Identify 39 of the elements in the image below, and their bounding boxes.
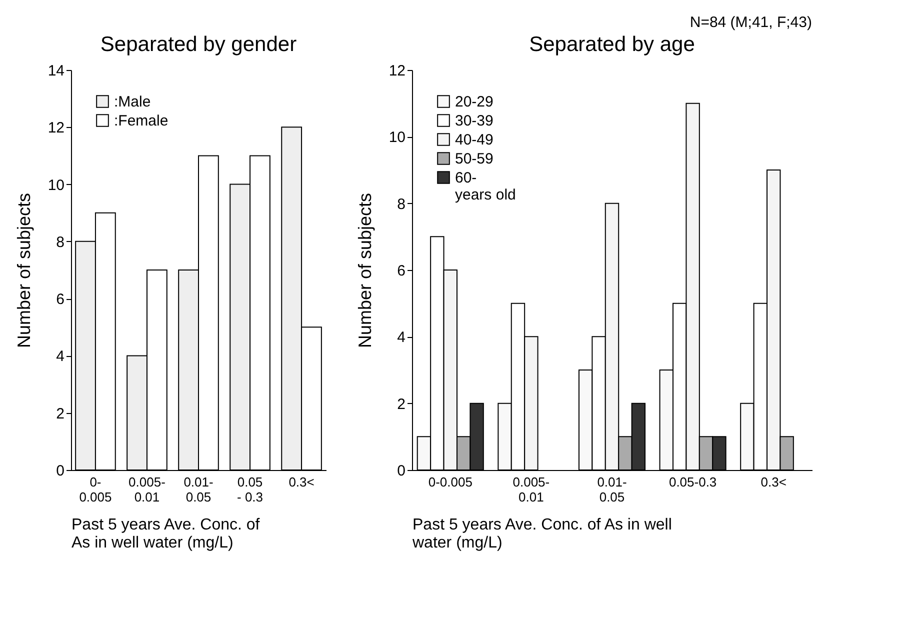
x-tick-label: 0.05 - 0.3 — [237, 474, 264, 504]
y-tick-label: 2 — [56, 405, 64, 422]
y-tick-label: 10 — [48, 176, 64, 194]
y-tick-label: 6 — [56, 291, 64, 308]
chart-title: Separated by gender — [100, 33, 297, 56]
legend-label: 50-59 — [455, 150, 494, 168]
x-tick-label: 0.005- 0.01 — [512, 474, 550, 504]
legend-label: 30-39 — [455, 112, 494, 130]
x-tick-label: 0.01- 0.05 — [597, 474, 627, 504]
x-axis-title: Past 5 years Ave. Conc. of As in well water (mg/L) — [412, 516, 672, 552]
y-tick-label: 10 — [388, 129, 406, 146]
y-axis-title: Number of subjects — [354, 192, 375, 348]
y-tick-label: 6 — [397, 262, 406, 280]
x-tick-label: 0.05-0.3 — [668, 474, 717, 490]
y-tick-label: 12 — [48, 120, 64, 137]
legend-label: :Female — [114, 112, 168, 130]
y-tick-label: 2 — [397, 396, 406, 413]
text: N=84 (M;41, F;43) — [690, 14, 812, 31]
x-tick-label: 0.01- 0.05 — [184, 474, 214, 504]
x-tick-label: 0-0.005 — [428, 474, 472, 490]
x-tick-label: 0.005- 0.01 — [128, 474, 166, 504]
x-tick-label: 0- 0.005 — [79, 474, 112, 504]
y-tick-label: 12 — [388, 62, 406, 80]
legend-label: :Male — [114, 94, 151, 110]
y-tick-label: 8 — [397, 196, 406, 213]
chart-title: Separated by age — [529, 33, 695, 56]
y-tick-label: 14 — [48, 62, 64, 80]
legend-label: 40-49 — [455, 132, 494, 148]
legend-label: 20-29 — [455, 94, 494, 110]
x-tick-label: 0.3< — [288, 474, 314, 490]
y-tick-label: 8 — [56, 234, 64, 251]
y-tick-label: 0 — [56, 462, 64, 480]
x-tick-label: 0.3< — [760, 474, 786, 490]
legend-label: 60- years old — [455, 170, 516, 204]
y-axis-title: Number of subjects — [14, 192, 34, 348]
x-axis-title: Past 5 years Ave. Conc. of As in well water (mg/L) — [72, 516, 260, 552]
y-tick-label: 4 — [397, 329, 406, 346]
y-tick-label: 0 — [397, 462, 406, 480]
y-tick-label: 4 — [56, 348, 64, 366]
